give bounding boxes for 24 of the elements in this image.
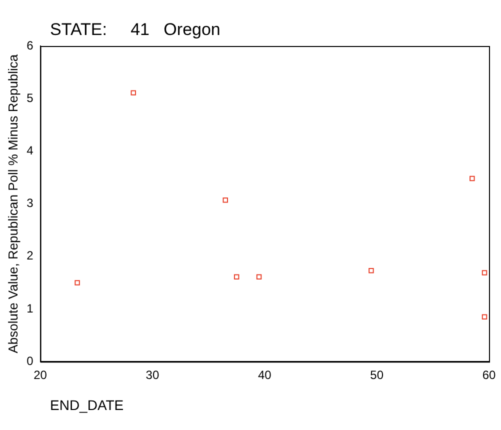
- x-tick-label: 40: [258, 368, 272, 382]
- y-tick-label: 2: [26, 248, 34, 263]
- y-tick-label: 3: [26, 196, 34, 210]
- x-axis-title: END_DATE: [50, 397, 124, 413]
- point: [74, 280, 80, 286]
- point: [130, 90, 136, 96]
- x-tick-label: 30: [146, 368, 160, 382]
- point: [482, 314, 488, 320]
- y-tick-label: 5: [26, 90, 34, 105]
- point: [234, 274, 240, 280]
- point: [482, 270, 488, 276]
- point: [256, 274, 262, 280]
- y-tick-label: 1: [26, 301, 34, 316]
- y-tick-label: 4: [26, 144, 34, 158]
- y-tick-label: 6: [26, 38, 34, 52]
- chart-title: STATE: 41 Oregon: [50, 20, 220, 40]
- y-tick-label: 0: [26, 354, 34, 368]
- y-axis-title: Absolute Value, Republican Poll % Minus Republica: [5, 54, 20, 354]
- point: [368, 268, 374, 274]
- x-tick-label: 20: [34, 368, 48, 382]
- point: [222, 197, 228, 203]
- point: [470, 176, 475, 182]
- x-tick-label: 50: [370, 368, 384, 382]
- x-tick-label: 60: [482, 368, 496, 382]
